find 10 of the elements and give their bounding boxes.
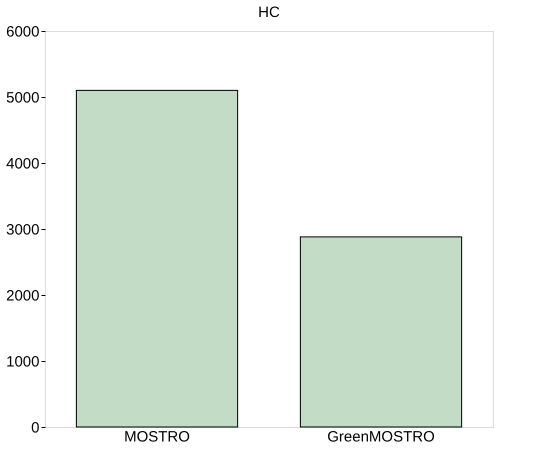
y-tick-label: 4000 (6, 156, 40, 172)
chart-title: HC (258, 4, 280, 21)
y-tick-label: 1000 (6, 354, 40, 370)
y-tick-label: 5000 (6, 90, 40, 106)
y-tick-label: 6000 (6, 24, 40, 40)
x-tick-label: MOSTRO (124, 428, 190, 446)
y-tick-label: 3000 (6, 222, 40, 238)
x-tick-label: GreenMOSTRO (327, 428, 435, 446)
y-tick-label: 2000 (6, 288, 40, 304)
y-tick-label: 0 (31, 420, 40, 436)
